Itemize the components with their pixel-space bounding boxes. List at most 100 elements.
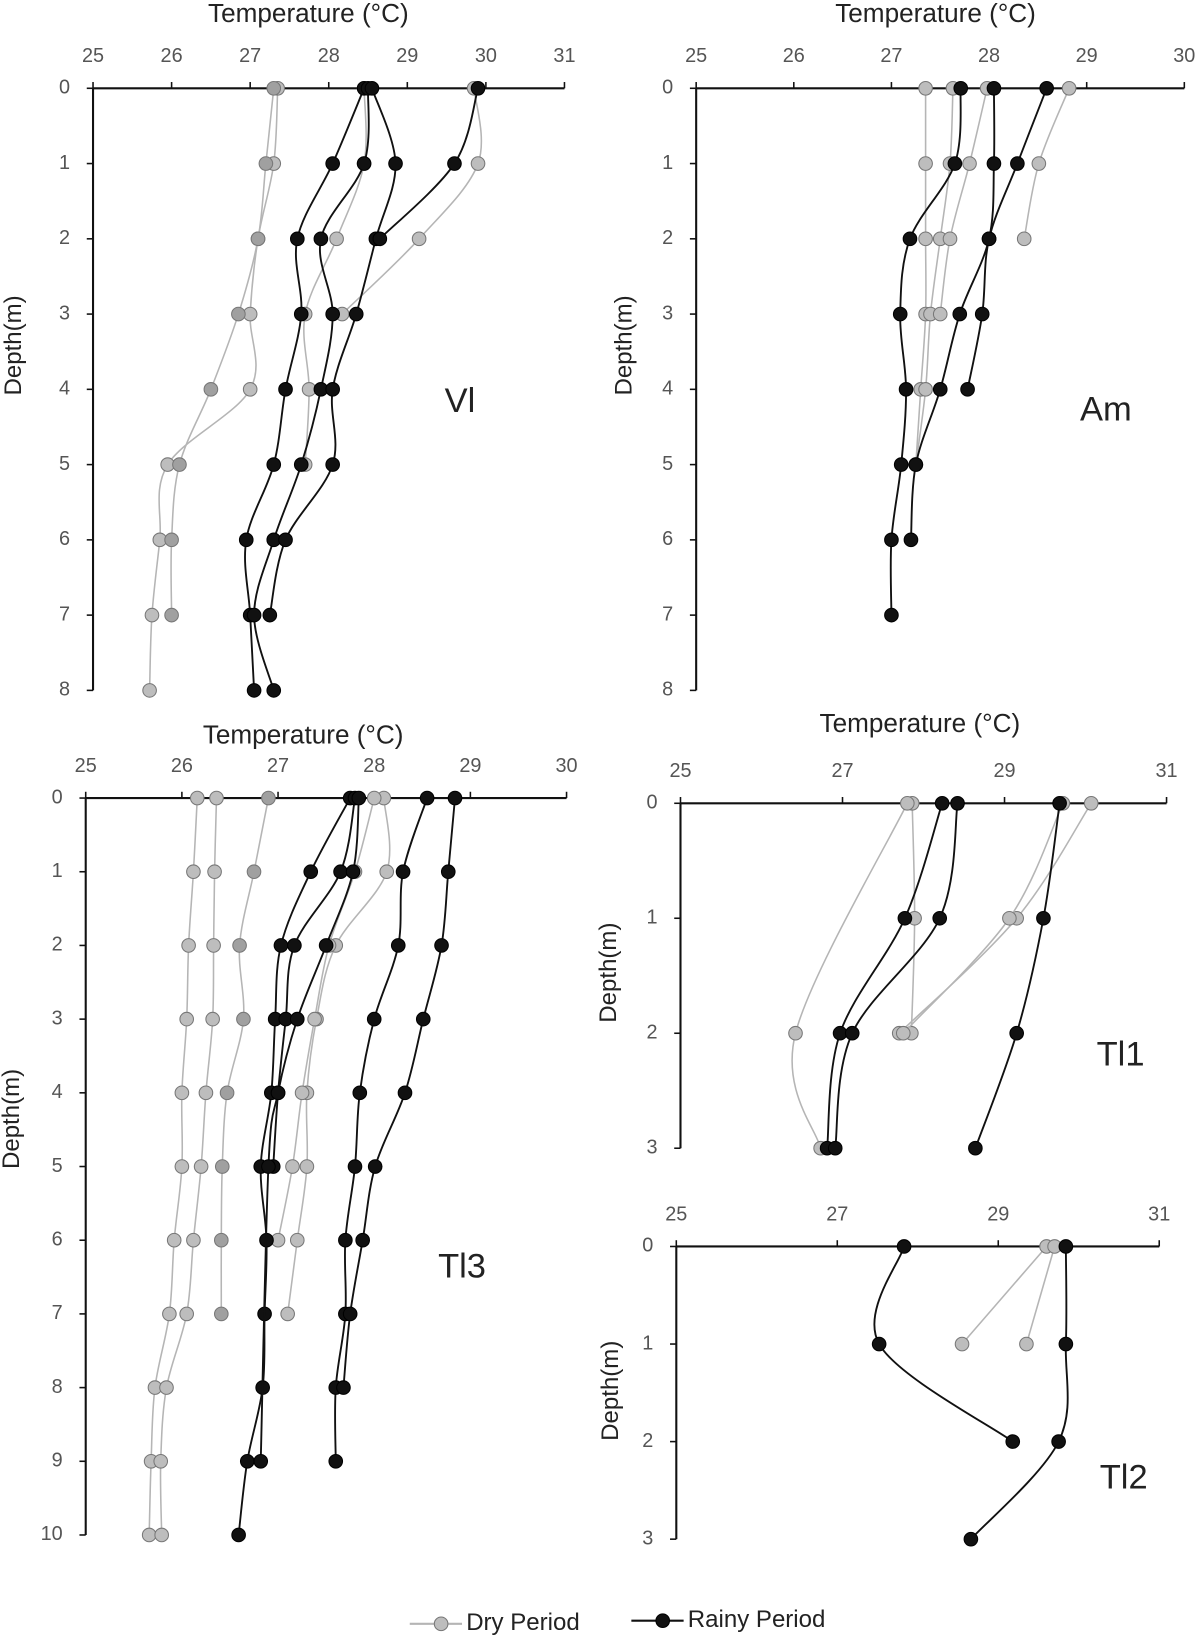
y-tick-label: 6	[59, 528, 70, 550]
data-point	[351, 790, 367, 806]
data-point	[871, 1336, 887, 1352]
data-point	[1005, 1434, 1021, 1449]
legend-label: Rainy Period	[688, 1606, 826, 1633]
x-tick-label: 27	[267, 755, 289, 777]
data-point	[934, 795, 950, 811]
data-point	[348, 306, 364, 322]
data-point	[470, 80, 486, 96]
x-tick-label: 26	[783, 45, 805, 67]
x-tick-label: 30	[556, 755, 578, 777]
data-point	[470, 156, 486, 171]
data-point	[144, 607, 160, 623]
data-point	[262, 607, 278, 623]
data-point	[186, 1232, 201, 1248]
y-tick-label: 3	[59, 302, 70, 324]
y-tick-label: 9	[52, 1450, 63, 1472]
data-point	[236, 1011, 251, 1027]
y-tick-label: 5	[59, 453, 70, 475]
data-point	[318, 938, 334, 953]
x-tick-label: 29	[459, 755, 481, 777]
data-point	[366, 790, 382, 806]
y-tick-label: 2	[662, 227, 673, 249]
profile-line	[303, 88, 367, 465]
data-point	[246, 864, 262, 880]
data-point	[903, 532, 919, 548]
data-point	[902, 231, 918, 247]
x-tick-label: 29	[993, 760, 1015, 782]
y-tick-label: 7	[662, 603, 673, 625]
profile-line	[341, 88, 483, 315]
y-tick-label: 6	[662, 528, 673, 550]
x-tick-label: 27	[826, 1203, 848, 1225]
data-point	[246, 607, 262, 623]
data-point	[352, 1085, 368, 1101]
x-axis-title: Temperature (°C)	[203, 719, 404, 749]
y-tick-label: 2	[59, 227, 70, 249]
data-point	[355, 1232, 370, 1248]
data-point	[1039, 80, 1054, 96]
panel: 25 26 27 28 29 30 31 0 1 2 3 4 5 6 7 8 Temperature (°C) D…	[0, 0, 576, 701]
y-tick-label: 0	[52, 786, 63, 808]
data-point	[447, 790, 463, 806]
data-point	[141, 1527, 157, 1543]
y-axis-title: Depth(m)	[610, 295, 637, 395]
data-point	[942, 231, 958, 247]
data-point	[932, 382, 948, 397]
profile-line	[286, 798, 391, 1315]
data-point	[266, 683, 282, 698]
data-point	[342, 1306, 358, 1322]
data-point	[962, 156, 977, 171]
profile-line	[966, 87, 1048, 390]
x-tick-label: 29	[396, 45, 418, 67]
legend-label: Dry Period	[466, 1609, 580, 1636]
profile-line	[170, 88, 275, 616]
profile-line	[148, 798, 199, 1536]
data-point	[278, 532, 293, 548]
data-point	[209, 790, 224, 806]
panel-label: Tl2	[1100, 1459, 1148, 1497]
data-point	[213, 1306, 229, 1322]
panel-label: Vl	[445, 382, 476, 420]
y-tick-label: 8	[59, 679, 70, 701]
data-point	[1002, 910, 1017, 926]
panel: 25 27 29 31 0 1 2 3 Temperature (°C) Depth(m) Tl1	[595, 708, 1178, 1159]
y-tick-label: 0	[662, 77, 673, 99]
data-point	[1010, 156, 1025, 171]
y-tick-label: 2	[52, 934, 63, 956]
data-point	[892, 306, 908, 322]
data-point	[232, 938, 247, 953]
profile-line	[889, 88, 962, 616]
data-point	[174, 1085, 190, 1101]
data-point	[390, 938, 406, 953]
data-point	[270, 1085, 286, 1101]
data-point	[205, 1011, 220, 1027]
data-point	[832, 1025, 848, 1041]
data-point	[266, 80, 282, 96]
panel: 25 26 27 28 29 30 0 1 2 3 4 5 6 7 8 9 10 Temperature (°C)…	[0, 719, 578, 1545]
data-point	[166, 1232, 182, 1248]
data-point	[1083, 795, 1099, 811]
data-point	[172, 457, 187, 472]
y-tick-label: 8	[662, 679, 673, 701]
x-tick-label: 28	[363, 755, 385, 777]
data-point	[388, 156, 403, 171]
data-point	[434, 938, 449, 953]
data-point	[366, 1011, 382, 1027]
data-point	[246, 683, 262, 698]
data-point	[179, 1306, 195, 1322]
data-point	[261, 790, 276, 806]
data-point	[250, 231, 266, 247]
data-point	[162, 1306, 177, 1322]
data-point	[289, 1011, 305, 1027]
data-point	[329, 231, 344, 247]
y-axis-title: Depth(m)	[0, 1069, 25, 1169]
data-point	[325, 382, 340, 397]
x-axis-title: Temperature (°C)	[835, 0, 1036, 28]
data-point	[280, 1306, 295, 1322]
data-point	[189, 790, 205, 806]
data-point	[1016, 231, 1032, 247]
y-tick-label: 1	[642, 1332, 653, 1354]
data-point	[261, 1159, 276, 1174]
y-tick-label: 2	[646, 1021, 657, 1043]
data-point	[395, 864, 411, 880]
